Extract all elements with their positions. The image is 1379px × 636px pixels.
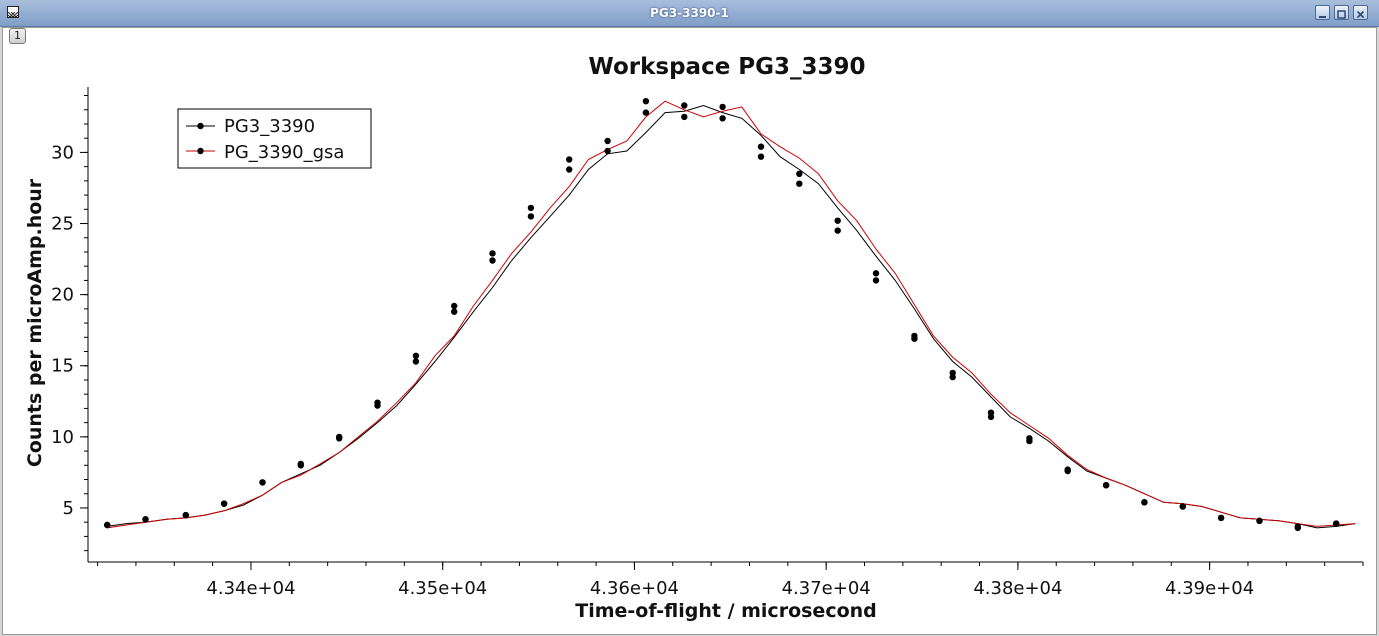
data-point-series-1 <box>104 521 111 529</box>
legend-marker-series-0 <box>197 122 204 130</box>
y-tick-label: 30 <box>51 142 74 163</box>
window-title: PG3-3390-1 <box>650 6 729 20</box>
x-tick-label: 4.39e+04 <box>1165 578 1254 599</box>
data-point-series-1 <box>834 217 841 224</box>
data-point-series-0 <box>642 109 650 116</box>
app-icon <box>7 6 19 18</box>
data-point-series-1 <box>1141 499 1148 506</box>
data-point-series-1 <box>987 409 995 416</box>
data-point-series-1 <box>1294 523 1302 530</box>
data-point-series-1 <box>681 113 688 121</box>
data-point-series-0 <box>566 166 573 173</box>
x-tick-label: 4.36e+04 <box>590 578 679 599</box>
legend-box <box>177 108 372 169</box>
plot-number-button[interactable]: 1 <box>9 28 26 44</box>
legend-label-series-1: PG_3390_gsa <box>224 142 344 163</box>
data-point-series-0 <box>757 153 765 160</box>
x-tick-label: 4.38e+04 <box>973 578 1062 599</box>
window-titlebar[interactable]: PG3-3390-1 <box>0 0 1379 27</box>
data-point-series-0 <box>796 180 803 187</box>
data-point-series-1 <box>604 137 611 145</box>
data-point-series-1 <box>719 103 726 111</box>
data-point-series-0 <box>527 213 535 220</box>
data-point-series-1 <box>451 302 458 310</box>
x-tick-label: 4.34e+04 <box>206 578 295 599</box>
y-tick-label: 10 <box>51 427 74 448</box>
data-point-series-0 <box>834 227 841 234</box>
x-axis-label: Time-of-flight / microsecond <box>575 600 877 622</box>
y-tick-label: 20 <box>51 285 74 306</box>
data-point-series-1 <box>642 98 650 105</box>
minimize-icon[interactable] <box>1315 5 1330 20</box>
data-point-series-0 <box>719 115 726 122</box>
y-tick-label: 5 <box>63 498 74 519</box>
series-line-1 <box>107 100 1356 529</box>
data-point-series-1 <box>297 460 304 468</box>
data-point-series-1 <box>142 516 149 523</box>
data-point-series-1 <box>220 500 228 507</box>
legend[interactable]: PG3_3390 PG_3390_gsa <box>177 108 372 169</box>
data-point-series-0 <box>451 308 458 315</box>
data-point-series-1 <box>872 270 880 277</box>
axes: 4.34e+04 4.35e+04 4.36e+04 4.37e+04 4.38e+04… <box>51 87 1364 599</box>
x-tick-label: 4.35e+04 <box>398 578 487 599</box>
data-point-series-0 <box>681 102 688 109</box>
data-point-series-1 <box>1333 520 1340 527</box>
data-point-series-1 <box>911 332 918 340</box>
data-point-series-1 <box>1064 466 1071 473</box>
chart-title: Workspace PG3_3390 <box>588 54 865 80</box>
data-point-series-1 <box>412 352 420 359</box>
legend-label-series-0: PG3_3390 <box>224 116 315 137</box>
data-point-series-0 <box>489 257 496 264</box>
legend-marker-series-1 <box>197 147 204 155</box>
data-point-series-1 <box>757 143 765 150</box>
data-point-series-1 <box>1256 517 1263 524</box>
data-point-series-0 <box>412 358 420 365</box>
y-tick-label: 25 <box>51 214 74 235</box>
data-point-series-1 <box>527 204 535 212</box>
data-point-series-1 <box>949 369 956 377</box>
data-point-series-1 <box>374 399 381 406</box>
series-lines <box>107 100 1356 529</box>
data-point-series-1 <box>566 156 573 163</box>
series-points <box>104 98 1340 532</box>
y-axis-label: Counts per microAmp.hour <box>24 178 46 467</box>
data-point-series-0 <box>604 147 611 155</box>
y-tick-label: 15 <box>51 356 74 377</box>
data-point-series-1 <box>489 250 496 257</box>
x-tick-label: 4.37e+04 <box>782 578 871 599</box>
data-point-series-1 <box>1179 503 1187 510</box>
data-point-series-1 <box>796 170 803 177</box>
data-point-series-1 <box>336 433 343 441</box>
maximize-icon[interactable] <box>1334 5 1349 20</box>
data-point-series-1 <box>259 479 266 486</box>
series-line-0 <box>107 104 1356 529</box>
data-point-series-1 <box>1217 514 1225 522</box>
data-point-series-0 <box>872 277 880 284</box>
data-point-series-1 <box>1026 435 1033 442</box>
data-point-series-1 <box>182 511 189 519</box>
data-point-series-1 <box>1102 482 1110 489</box>
close-icon[interactable] <box>1353 5 1368 20</box>
